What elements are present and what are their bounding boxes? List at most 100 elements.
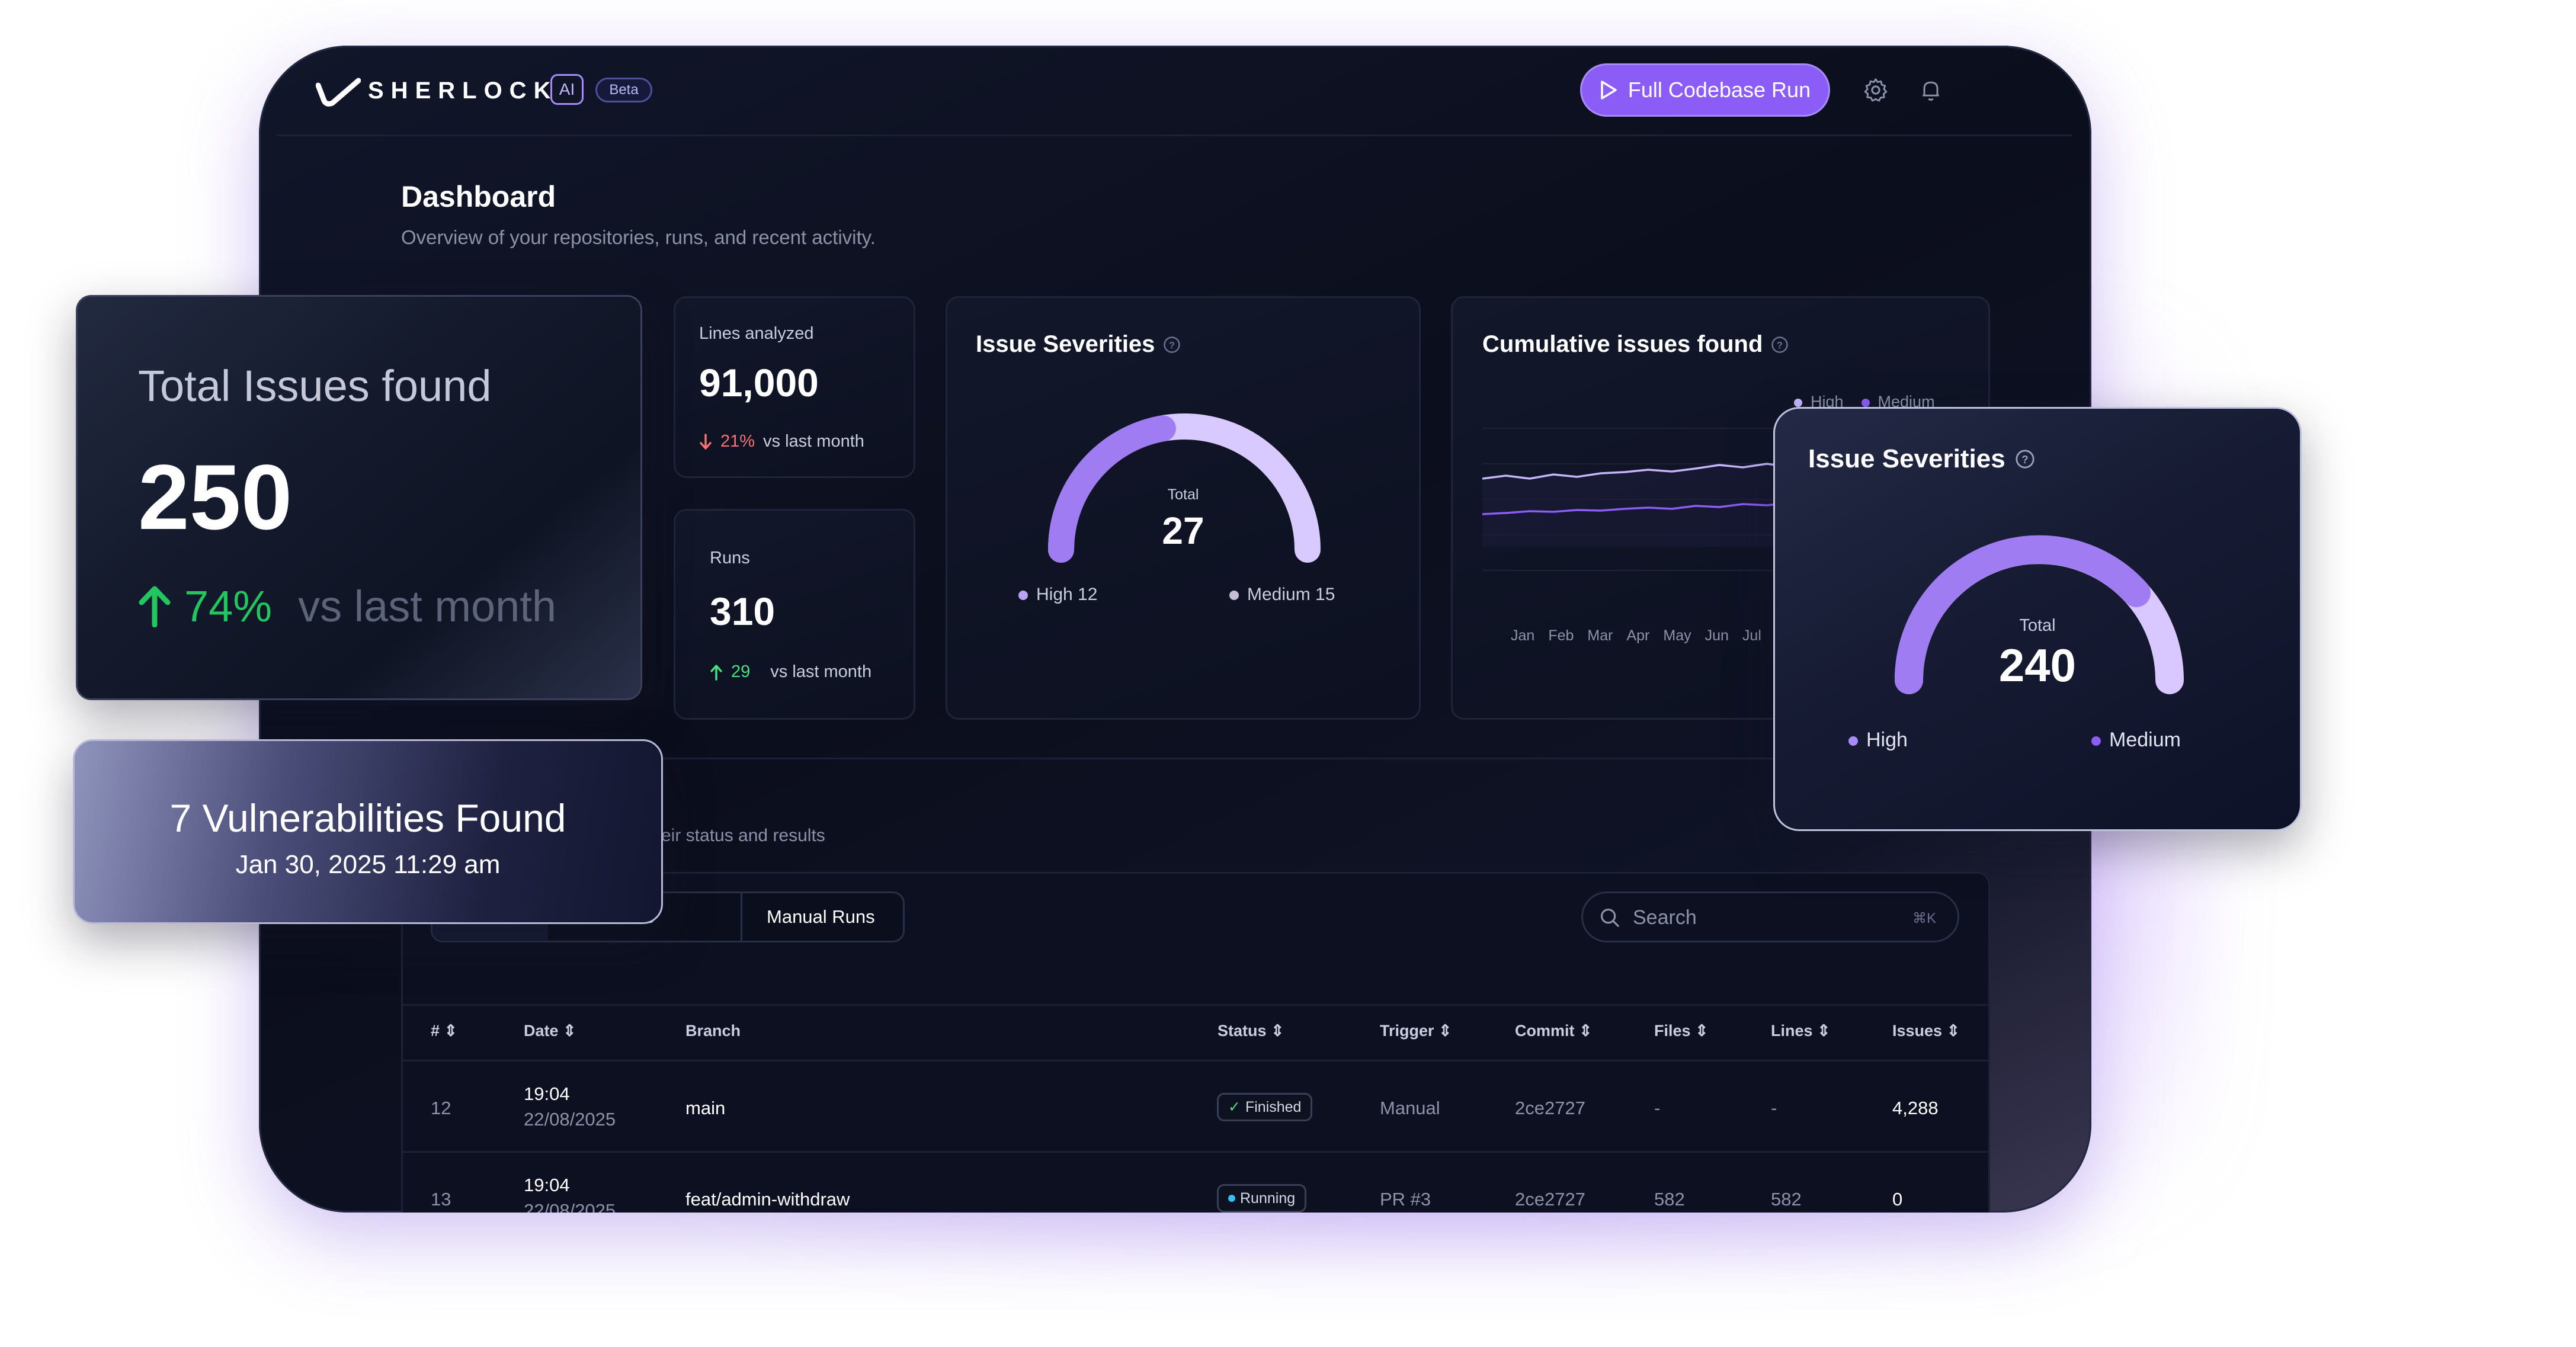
bell-icon[interactable]	[1918, 76, 1944, 104]
issue-severities-title: Issue Severities	[976, 331, 1155, 357]
gauge-total-label: Total	[1167, 486, 1199, 503]
legend-medium: Medium 15	[1229, 585, 1335, 605]
running-dot-icon	[1228, 1195, 1235, 1202]
x-tick-label: May	[1663, 627, 1691, 644]
x-tick-label: Jun	[1704, 627, 1729, 644]
play-icon	[1601, 81, 1617, 100]
status-badge: ✓ Finished	[1217, 1093, 1313, 1121]
check-icon: ✓	[1228, 1099, 1241, 1115]
beta-badge: Beta	[595, 78, 652, 102]
col-label: Branch	[685, 1022, 741, 1040]
x-tick-label: Jul	[1742, 627, 1761, 644]
total-issues-label: Total Issues found	[138, 361, 492, 410]
lines-analyzed-card: Lines analyzed 91,000 21% vs last month	[674, 296, 915, 478]
col-files[interactable]: Files ⇕	[1654, 1022, 1709, 1040]
table-header-top-border	[403, 1004, 1990, 1006]
arrow-up-icon	[710, 664, 722, 681]
col-label: Date	[524, 1022, 559, 1040]
popup-legend-high: High	[1848, 729, 1908, 752]
col-status[interactable]: Status ⇕	[1217, 1022, 1284, 1040]
help-icon[interactable]: ?	[1771, 336, 1789, 354]
lines-analyzed-value: 91,000	[699, 361, 819, 405]
col-branch[interactable]: Branch	[685, 1022, 741, 1040]
legend-dot	[1848, 736, 1858, 746]
legend-dot	[1861, 398, 1870, 407]
x-tick-label: Apr	[1626, 627, 1650, 644]
legend-dot	[1794, 398, 1802, 407]
col-date[interactable]: Date ⇕	[524, 1022, 576, 1040]
legend-high: High 12	[1018, 585, 1097, 605]
status-badge: Running	[1217, 1184, 1307, 1213]
row-lines: 582	[1771, 1189, 1802, 1210]
col-label: Trigger	[1380, 1022, 1434, 1040]
col-commit[interactable]: Commit ⇕	[1515, 1022, 1593, 1040]
row-branch[interactable]: feat/admin-withdraw	[685, 1189, 850, 1210]
total-issues-change-label: vs last month	[298, 582, 557, 631]
row-issues: 0	[1892, 1189, 1903, 1210]
severity-gauge	[1048, 413, 1321, 563]
col-label: Status	[1217, 1022, 1267, 1040]
row-files: -	[1654, 1098, 1661, 1118]
runs-value: 310	[710, 589, 776, 633]
svg-text:?: ?	[2021, 453, 2028, 466]
search-placeholder: Search	[1633, 906, 1697, 929]
popup-header: Issue Severities ?	[1808, 444, 2035, 474]
total-issues-change: 74% vs last month	[138, 581, 556, 631]
runs-change-label: vs last month	[770, 662, 872, 681]
table-row[interactable]	[403, 1153, 1990, 1213]
runs-label: Runs	[710, 549, 750, 567]
popup-legend-high-label: High	[1866, 729, 1908, 751]
x-tick-label: Feb	[1548, 627, 1574, 644]
popup-severity-gauge	[1894, 535, 2184, 694]
legend-high-dot	[1018, 591, 1028, 601]
help-icon[interactable]: ?	[1163, 336, 1181, 354]
row-trigger: Manual	[1380, 1098, 1440, 1118]
help-icon[interactable]: ?	[2015, 449, 2035, 469]
col-label: Lines	[1771, 1022, 1813, 1040]
gauge-total-value: 27	[1162, 509, 1204, 552]
legend-medium-label: Medium 15	[1247, 585, 1335, 604]
search-shortcut: ⌘K	[1912, 910, 1937, 926]
table-row[interactable]	[403, 1061, 1990, 1152]
row-time: 19:04	[524, 1175, 570, 1195]
popup-total-value: 240	[1998, 639, 2077, 691]
row-date: 22/08/2025	[524, 1109, 616, 1130]
col-trigger[interactable]: Trigger ⇕	[1380, 1022, 1452, 1040]
ai-badge: AI	[550, 74, 584, 105]
row-files: 582	[1654, 1189, 1685, 1210]
cumulative-header: Cumulative issues found ?	[1482, 331, 1789, 358]
full-codebase-run-button[interactable]: Full Codebase Run	[1580, 63, 1830, 117]
cumulative-x-axis: Jan Feb Mar Apr May Jun Jul Au	[1511, 627, 1793, 644]
tab-divider	[741, 893, 742, 941]
col-number[interactable]: # ⇕	[431, 1022, 458, 1040]
col-lines[interactable]: Lines ⇕	[1771, 1022, 1831, 1040]
runs-change: 29 vs last month	[710, 662, 872, 682]
arrow-down-icon	[700, 433, 712, 450]
gear-icon[interactable]	[1862, 76, 1889, 104]
total-issues-change-value: 74%	[184, 582, 273, 631]
status-label: Running	[1240, 1189, 1296, 1207]
col-label: Commit	[1515, 1022, 1575, 1040]
full-codebase-run-label: Full Codebase Run	[1627, 78, 1811, 102]
runs-change-value: 29	[731, 662, 751, 681]
col-label: Files	[1654, 1022, 1691, 1040]
legend-high-label: High 12	[1036, 585, 1098, 604]
x-tick-label: Mar	[1587, 627, 1613, 644]
runs-section-subtitle: eir status and results	[661, 826, 825, 845]
row-branch[interactable]: main	[685, 1098, 726, 1118]
row-time: 19:04	[524, 1083, 570, 1104]
total-issues-card: Total Issues found 250 74% vs last month	[76, 295, 642, 700]
row-lines: -	[1771, 1098, 1777, 1118]
legend-medium-dot	[1229, 591, 1239, 601]
popup-title: Issue Severities	[1808, 444, 2005, 473]
lines-analyzed-change-label: vs last month	[763, 432, 864, 451]
row-id: 12	[431, 1098, 451, 1118]
lines-analyzed-label: Lines analyzed	[699, 324, 814, 343]
col-issues[interactable]: Issues ⇕	[1892, 1022, 1960, 1040]
row-trigger: PR #3	[1380, 1189, 1431, 1210]
search-input[interactable]: Search ⌘K	[1581, 891, 1959, 942]
tab-manual-runs[interactable]: Manual Runs	[767, 906, 875, 927]
page-subtitle: Overview of your repositories, runs, and…	[401, 226, 876, 248]
svg-text:?: ?	[1169, 340, 1175, 351]
vulnerabilities-card[interactable]: 7 Vulnerabilities Found Jan 30, 2025 11:…	[73, 739, 663, 924]
